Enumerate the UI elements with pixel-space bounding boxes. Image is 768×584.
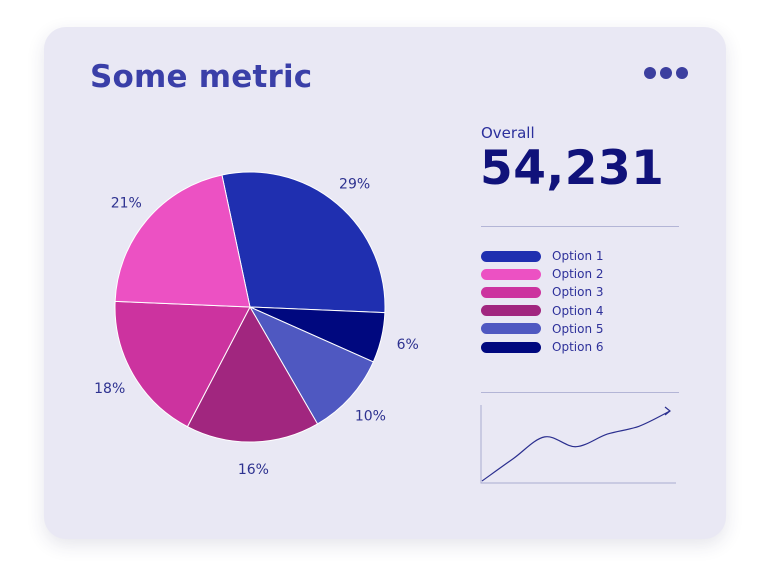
sparkline-axes [480, 405, 676, 484]
legend-item: Option 1 [481, 247, 604, 265]
metric-card: Some metric Overall 54,231 Option 1 Opti… [44, 27, 726, 539]
pie-slice [114, 300, 251, 428]
slice-percent-label: 29% [339, 176, 370, 192]
legend-swatch [481, 250, 541, 262]
legend-label: Option 2 [552, 267, 604, 282]
legend-item: Option 5 [481, 320, 604, 338]
legend-label: Option 3 [552, 285, 604, 300]
pie-slice [221, 171, 386, 314]
pie-chart: 29% 6% 10% 16% 18% 21% [94, 171, 419, 478]
more-horizontal-icon [660, 67, 672, 79]
legend-swatch [481, 268, 541, 280]
pie-slice [186, 305, 319, 443]
legend-item: Option 6 [481, 338, 604, 356]
sparkline-series [481, 410, 671, 482]
legend-swatch [481, 286, 541, 298]
sparkline-chart [480, 405, 676, 484]
slice-percent-label: 21% [111, 195, 142, 211]
overall-value: 54,231 [480, 141, 665, 196]
legend-item: Option 3 [481, 283, 604, 301]
arrow-right-icon [664, 406, 671, 416]
divider-bottom [481, 392, 679, 393]
card-title: Some metric [90, 59, 313, 95]
pie-slice [248, 305, 374, 425]
legend-item: Option 4 [481, 302, 604, 320]
more-horizontal-icon [644, 67, 656, 79]
legend-label: Option 5 [552, 321, 604, 336]
pie-slice [114, 174, 251, 308]
chart-legend: Option 1 Option 2 Option 3 Option 4 Opti… [481, 247, 604, 356]
legend-label: Option 1 [552, 249, 604, 264]
legend-swatch [481, 305, 541, 317]
slice-percent-label: 18% [94, 381, 125, 397]
legend-label: Option 4 [552, 303, 604, 318]
slice-percent-label: 16% [238, 462, 269, 478]
divider-top [481, 226, 679, 227]
more-options-button[interactable] [644, 67, 688, 79]
legend-item: Option 2 [481, 265, 604, 283]
overall-label: Overall [481, 124, 535, 142]
more-horizontal-icon [676, 67, 688, 79]
slice-percent-label: 6% [397, 337, 419, 353]
slice-percent-label: 10% [355, 408, 386, 424]
legend-swatch [481, 323, 541, 335]
legend-label: Option 6 [552, 340, 604, 355]
legend-swatch [481, 341, 541, 353]
